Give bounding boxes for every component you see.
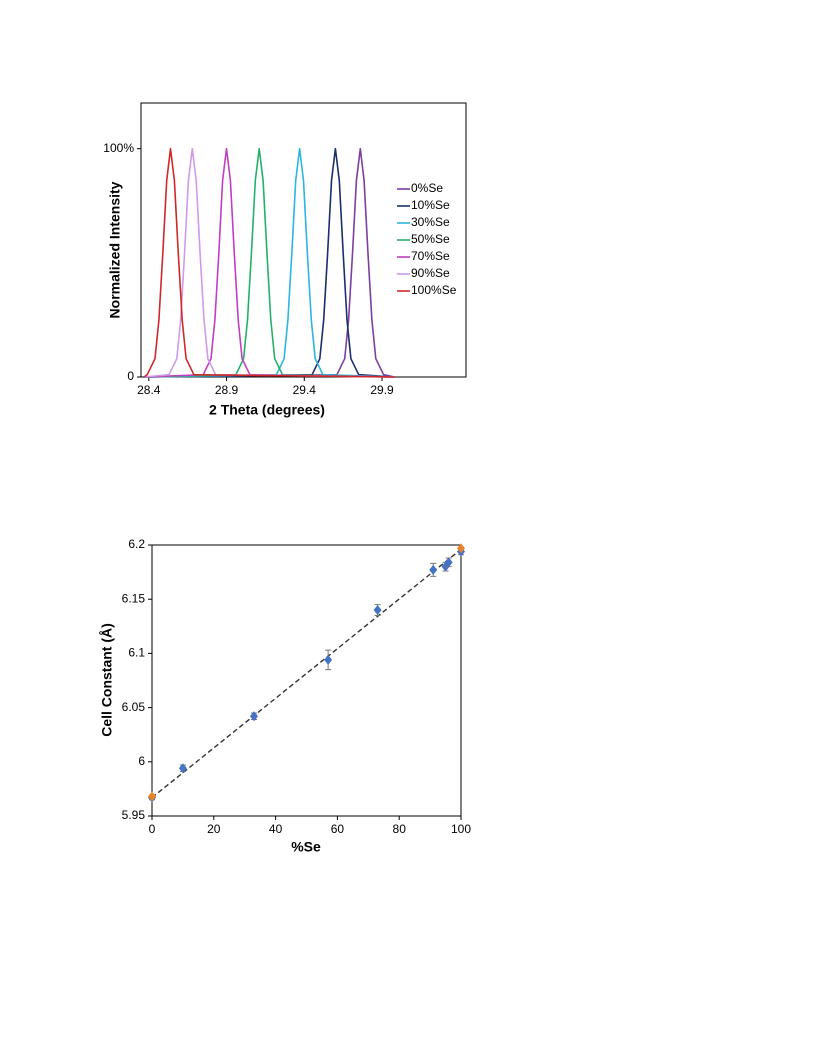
legend-label: 10%Se bbox=[411, 198, 450, 212]
point bbox=[373, 605, 382, 616]
plot-frame bbox=[140, 102, 467, 378]
legend-label: 100%Se bbox=[411, 283, 457, 297]
point bbox=[444, 557, 453, 568]
line-series bbox=[144, 147, 395, 378]
trendline bbox=[151, 548, 462, 799]
y-axis-label: Cell Constant (Å) bbox=[99, 623, 115, 737]
x-tick-label: 0 bbox=[149, 822, 156, 836]
point bbox=[457, 543, 465, 554]
line-series bbox=[143, 147, 395, 378]
x-tick-label: 29.4 bbox=[293, 383, 317, 397]
x-axis-label: %Se bbox=[291, 839, 321, 855]
point bbox=[148, 791, 156, 802]
point bbox=[249, 711, 258, 722]
line-series bbox=[144, 147, 395, 378]
y-tick-label: 6.05 bbox=[122, 700, 146, 714]
legend-label: 70%Se bbox=[411, 249, 450, 263]
legend-label: 90%Se bbox=[411, 266, 450, 280]
x-tick-label: 28.4 bbox=[137, 383, 161, 397]
x-tick-label: 20 bbox=[207, 822, 221, 836]
y-tick-label: 6.2 bbox=[128, 537, 145, 551]
y-tick-label: 6 bbox=[138, 754, 145, 768]
legend-label: 0%Se bbox=[411, 181, 443, 195]
x-tick-label: 40 bbox=[269, 822, 283, 836]
y-tick-label: 5.95 bbox=[122, 808, 146, 822]
line-series bbox=[144, 147, 395, 378]
y-tick-label: 6.15 bbox=[122, 591, 146, 605]
legend-label: 30%Se bbox=[411, 215, 450, 229]
point bbox=[324, 654, 333, 665]
x-tick-label: 80 bbox=[393, 822, 407, 836]
x-axis-label: 2 Theta (degrees) bbox=[209, 402, 325, 418]
y-tick-label: 6.1 bbox=[128, 646, 145, 660]
x-tick-label: 60 bbox=[331, 822, 345, 836]
y-tick-label: 100% bbox=[103, 141, 134, 155]
point bbox=[429, 564, 438, 575]
x-tick-label: 100 bbox=[451, 822, 471, 836]
line-series bbox=[144, 147, 395, 378]
point bbox=[178, 763, 187, 774]
y-tick-label: 0 bbox=[127, 369, 134, 383]
line-series bbox=[144, 147, 395, 378]
plot-frame bbox=[151, 544, 462, 817]
y-axis-label: Normalized Intensity bbox=[107, 181, 123, 318]
legend-label: 50%Se bbox=[411, 232, 450, 246]
x-tick-label: 28.9 bbox=[215, 383, 239, 397]
line-series bbox=[144, 147, 395, 378]
x-tick-label: 29.9 bbox=[370, 383, 394, 397]
